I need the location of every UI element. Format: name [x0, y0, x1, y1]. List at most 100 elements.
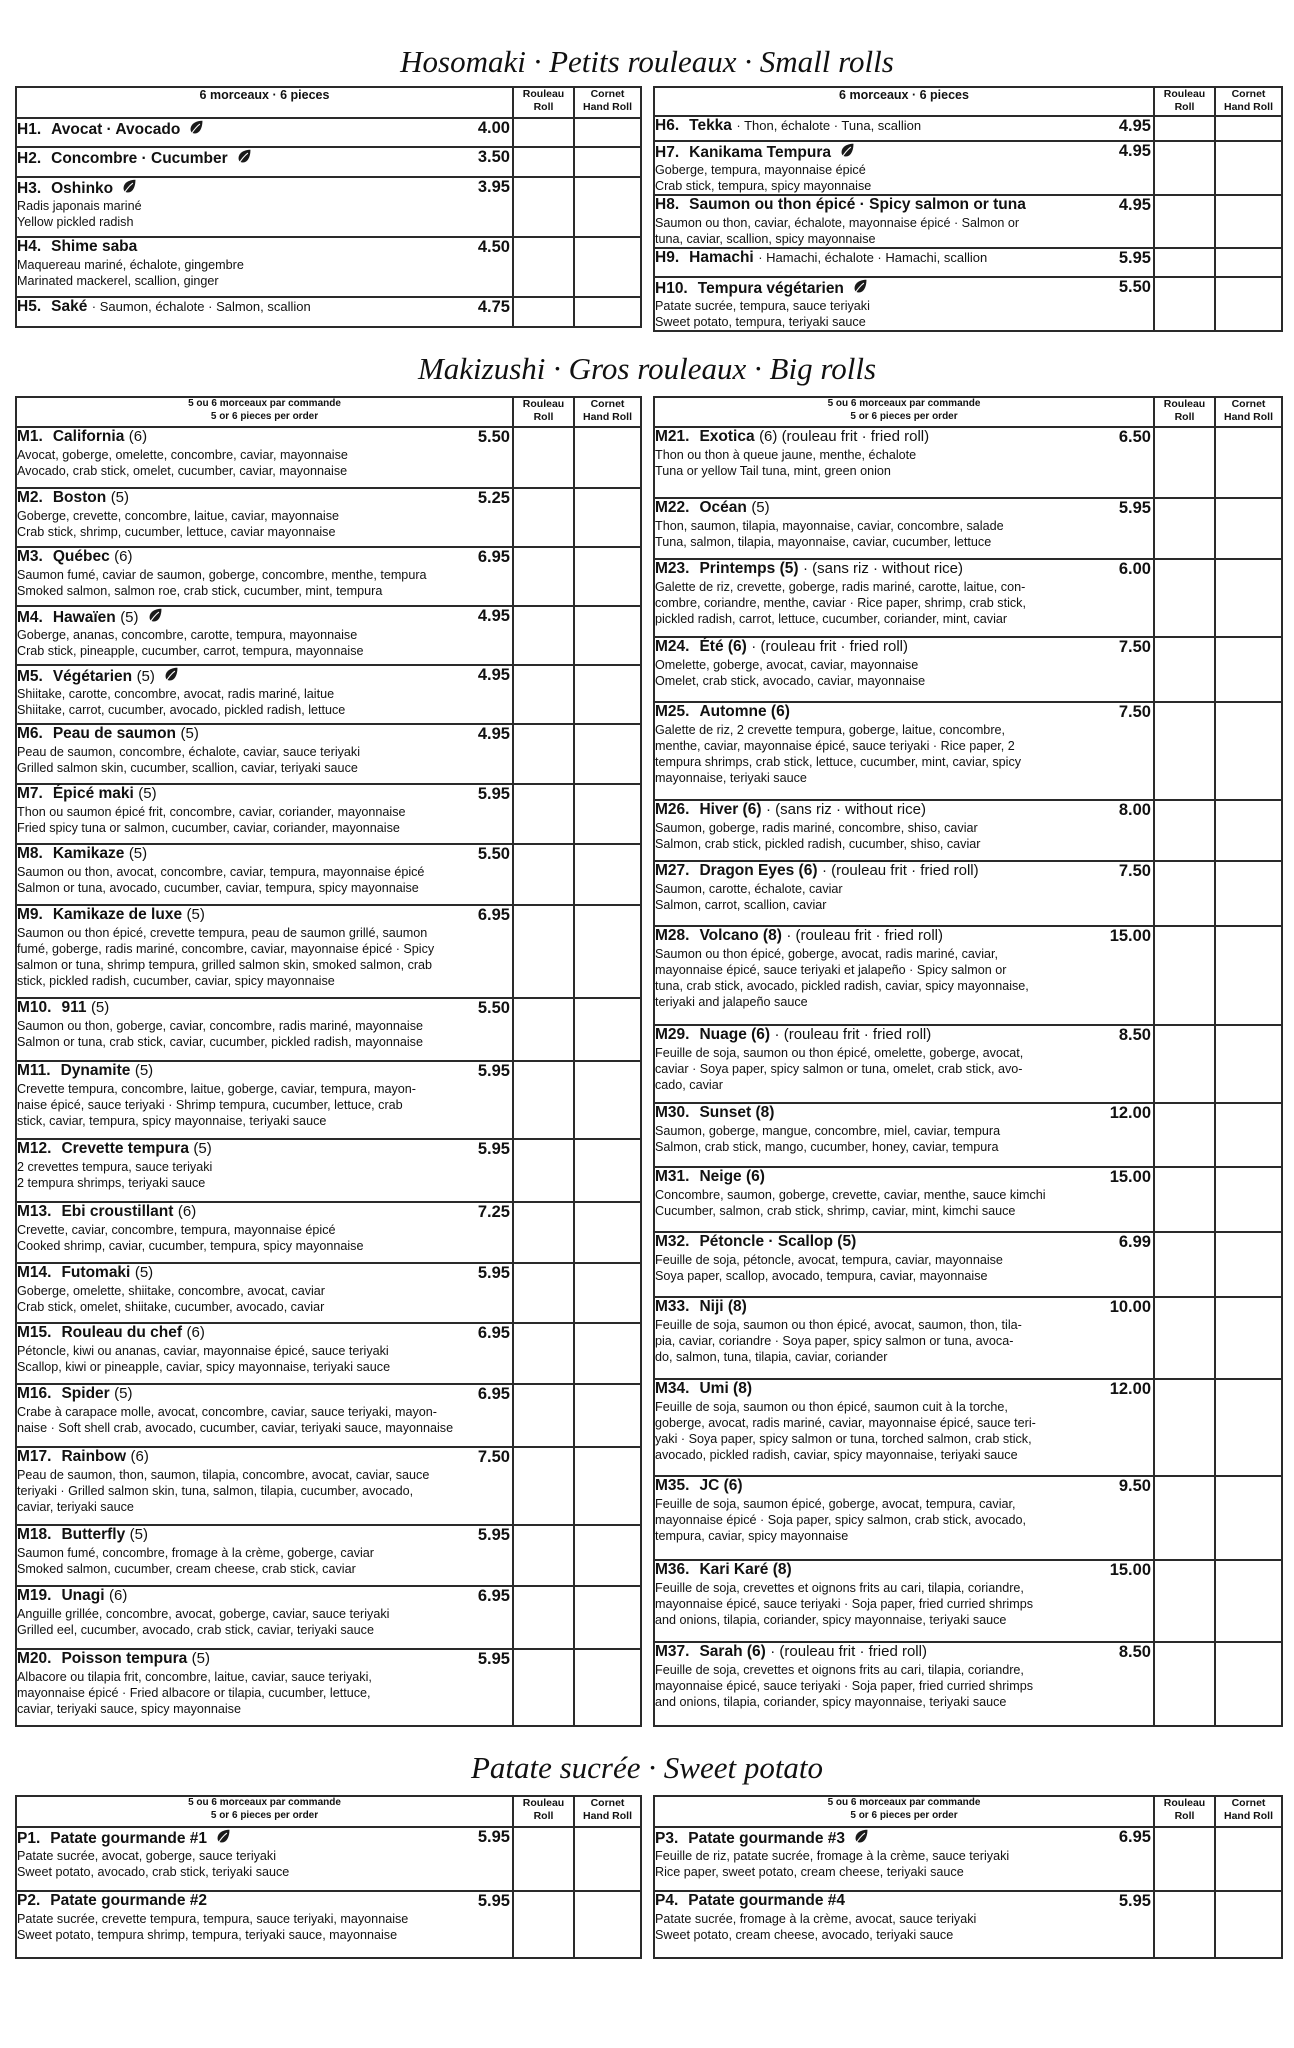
roll-checkbox-cell[interactable]: [1153, 1826, 1216, 1892]
hand-roll-checkbox-cell[interactable]: [1214, 1559, 1283, 1643]
roll-checkbox-cell[interactable]: [1153, 1890, 1216, 1959]
hand-roll-checkbox-cell[interactable]: [1214, 925, 1283, 1026]
hand-roll-checkbox-cell[interactable]: [573, 426, 642, 489]
roll-checkbox-cell[interactable]: [512, 664, 575, 725]
hand-roll-checkbox-cell[interactable]: [1214, 1475, 1283, 1561]
hand-roll-checkbox-cell[interactable]: [573, 1890, 642, 1959]
roll-checkbox-cell[interactable]: [1153, 558, 1216, 638]
hand-roll-checkbox-cell[interactable]: [1214, 194, 1283, 249]
hand-roll-checkbox-cell[interactable]: [1214, 247, 1283, 278]
hand-roll-checkbox-cell[interactable]: [573, 296, 642, 328]
roll-checkbox-cell[interactable]: [512, 1826, 575, 1892]
roll-checkbox-cell[interactable]: [512, 176, 575, 238]
roll-checkbox-cell[interactable]: [1153, 925, 1216, 1026]
roll-checkbox-cell[interactable]: [1153, 860, 1216, 927]
hand-roll-checkbox-cell[interactable]: [1214, 497, 1283, 560]
hand-roll-checkbox-cell[interactable]: [573, 783, 642, 845]
roll-checkbox-cell[interactable]: [1153, 1641, 1216, 1727]
roll-checkbox-cell[interactable]: [512, 546, 575, 607]
roll-checkbox-cell[interactable]: [512, 1383, 575, 1448]
hand-roll-checkbox-cell[interactable]: [1214, 1641, 1283, 1727]
roll-checkbox-cell[interactable]: [1153, 194, 1216, 249]
hand-roll-checkbox-cell[interactable]: [1214, 1826, 1283, 1892]
roll-checkbox-cell[interactable]: [512, 843, 575, 906]
roll-checkbox-cell[interactable]: [512, 723, 575, 785]
hand-roll-checkbox-cell[interactable]: [1214, 140, 1283, 196]
hand-roll-checkbox-cell[interactable]: [573, 236, 642, 298]
roll-checkbox-cell[interactable]: [512, 1138, 575, 1203]
roll-checkbox-cell[interactable]: [512, 997, 575, 1062]
hand-roll-checkbox-cell[interactable]: [573, 664, 642, 725]
roll-checkbox-cell[interactable]: [512, 146, 575, 178]
roll-checkbox-cell[interactable]: [512, 117, 575, 148]
hand-roll-checkbox-cell[interactable]: [573, 1201, 642, 1264]
roll-checkbox-cell[interactable]: [1153, 1475, 1216, 1561]
roll-checkbox-cell[interactable]: [1153, 1378, 1216, 1477]
roll-checkbox-cell[interactable]: [1153, 1296, 1216, 1380]
roll-checkbox-cell[interactable]: [1153, 115, 1216, 142]
roll-checkbox-cell[interactable]: [512, 783, 575, 845]
hand-roll-checkbox-cell[interactable]: [573, 1648, 642, 1727]
hand-roll-checkbox-cell[interactable]: [1214, 1231, 1283, 1298]
hand-roll-checkbox-cell[interactable]: [573, 146, 642, 178]
hand-roll-checkbox-cell[interactable]: [1214, 1296, 1283, 1380]
roll-checkbox-cell[interactable]: [1153, 276, 1216, 332]
hand-roll-checkbox-cell[interactable]: [1214, 1102, 1283, 1168]
roll-checkbox-cell[interactable]: [512, 1890, 575, 1959]
roll-checkbox-cell[interactable]: [512, 1524, 575, 1587]
hand-roll-checkbox-cell[interactable]: [1214, 1024, 1283, 1104]
hand-roll-checkbox-cell[interactable]: [1214, 1890, 1283, 1959]
roll-checkbox-cell[interactable]: [512, 1322, 575, 1385]
roll-checkbox-cell[interactable]: [1153, 1024, 1216, 1104]
hand-roll-checkbox-cell[interactable]: [573, 117, 642, 148]
roll-checkbox-cell[interactable]: [512, 236, 575, 298]
roll-checkbox-cell[interactable]: [512, 426, 575, 489]
roll-checkbox-cell[interactable]: [512, 1060, 575, 1140]
hand-roll-checkbox-cell[interactable]: [573, 546, 642, 607]
roll-checkbox-cell[interactable]: [512, 904, 575, 999]
roll-checkbox-cell[interactable]: [1153, 701, 1216, 801]
hand-roll-checkbox-cell[interactable]: [573, 1524, 642, 1587]
hand-roll-checkbox-cell[interactable]: [1214, 1378, 1283, 1477]
hand-roll-checkbox-cell[interactable]: [573, 904, 642, 999]
hand-roll-checkbox-cell[interactable]: [1214, 276, 1283, 332]
hand-roll-checkbox-cell[interactable]: [1214, 799, 1283, 862]
roll-checkbox-cell[interactable]: [512, 1262, 575, 1324]
roll-checkbox-cell[interactable]: [1153, 497, 1216, 560]
hand-roll-checkbox-cell[interactable]: [1214, 426, 1283, 499]
hand-roll-checkbox-cell[interactable]: [1214, 860, 1283, 927]
hand-roll-checkbox-cell[interactable]: [573, 997, 642, 1062]
hand-roll-checkbox-cell[interactable]: [573, 1322, 642, 1385]
hand-roll-checkbox-cell[interactable]: [573, 1383, 642, 1448]
roll-checkbox-cell[interactable]: [512, 1648, 575, 1727]
roll-checkbox-cell[interactable]: [512, 605, 575, 666]
hand-roll-checkbox-cell[interactable]: [1214, 701, 1283, 801]
hand-roll-checkbox-cell[interactable]: [573, 1060, 642, 1140]
hand-roll-checkbox-cell[interactable]: [1214, 1166, 1283, 1233]
roll-checkbox-cell[interactable]: [512, 487, 575, 548]
hand-roll-checkbox-cell[interactable]: [1214, 558, 1283, 638]
roll-checkbox-cell[interactable]: [1153, 140, 1216, 196]
hand-roll-checkbox-cell[interactable]: [573, 1446, 642, 1526]
roll-checkbox-cell[interactable]: [1153, 799, 1216, 862]
hand-roll-checkbox-cell[interactable]: [573, 843, 642, 906]
hand-roll-checkbox-cell[interactable]: [1214, 115, 1283, 142]
roll-checkbox-cell[interactable]: [1153, 1166, 1216, 1233]
roll-checkbox-cell[interactable]: [512, 296, 575, 328]
roll-checkbox-cell[interactable]: [1153, 426, 1216, 499]
roll-checkbox-cell[interactable]: [512, 1585, 575, 1650]
hand-roll-checkbox-cell[interactable]: [573, 605, 642, 666]
hand-roll-checkbox-cell[interactable]: [573, 176, 642, 238]
roll-checkbox-cell[interactable]: [1153, 1559, 1216, 1643]
hand-roll-checkbox-cell[interactable]: [573, 1262, 642, 1324]
roll-checkbox-cell[interactable]: [1153, 1102, 1216, 1168]
hand-roll-checkbox-cell[interactable]: [573, 487, 642, 548]
hand-roll-checkbox-cell[interactable]: [573, 723, 642, 785]
hand-roll-checkbox-cell[interactable]: [573, 1826, 642, 1892]
roll-checkbox-cell[interactable]: [512, 1446, 575, 1526]
hand-roll-checkbox-cell[interactable]: [573, 1138, 642, 1203]
roll-checkbox-cell[interactable]: [1153, 247, 1216, 278]
roll-checkbox-cell[interactable]: [512, 1201, 575, 1264]
hand-roll-checkbox-cell[interactable]: [573, 1585, 642, 1650]
roll-checkbox-cell[interactable]: [1153, 636, 1216, 703]
